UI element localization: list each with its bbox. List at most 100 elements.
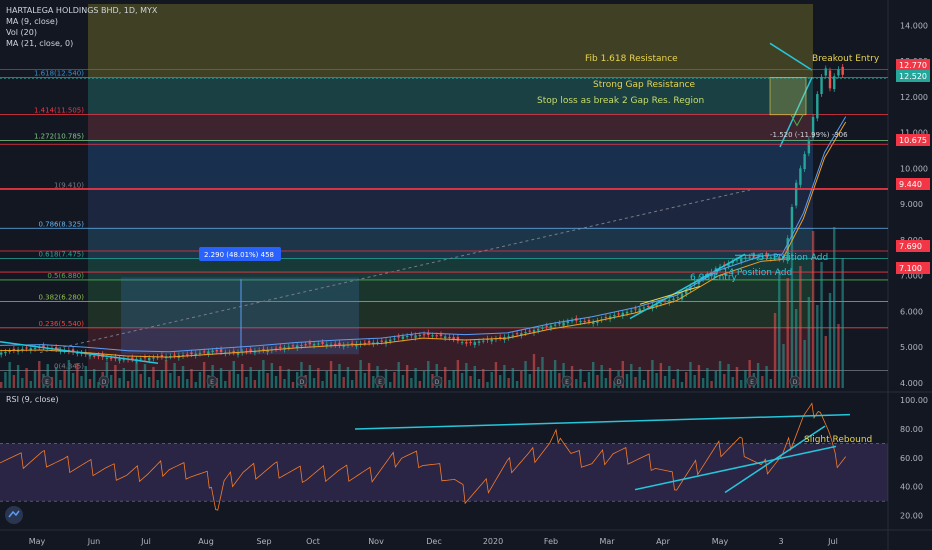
candle-body <box>515 333 519 335</box>
volume-bar <box>253 380 257 388</box>
volume-bar <box>0 382 3 388</box>
volume-bar <box>25 368 28 388</box>
candle-body <box>790 207 794 239</box>
candle-body <box>42 345 45 348</box>
candle-body <box>646 306 650 308</box>
candle-body <box>727 263 730 267</box>
volume-bar <box>308 365 312 388</box>
title-text: HARTALEGA HOLDINGS BHD, 1D, MYX <box>6 6 158 15</box>
candle-body <box>456 337 460 341</box>
volume-bar <box>401 375 405 388</box>
candle-body <box>414 335 417 338</box>
fib-zone <box>88 140 813 190</box>
volume-bar <box>710 381 713 388</box>
volume-bar <box>342 377 345 388</box>
candle-body <box>422 334 426 336</box>
price-tick-label: 4.000 <box>900 379 923 388</box>
volume-bar <box>12 375 16 388</box>
candle-body <box>811 116 815 138</box>
candle-body <box>54 347 58 350</box>
candle-body <box>528 330 531 332</box>
volume-bar <box>460 373 464 388</box>
volume-bar <box>8 362 11 388</box>
fib-label: 1.618(12.540) <box>34 70 84 78</box>
candle-body <box>587 319 591 322</box>
volume-bar <box>148 377 151 388</box>
volume-bar <box>456 360 460 388</box>
volume-bar <box>135 361 138 388</box>
candle-body <box>676 297 679 299</box>
volume-bar <box>334 374 337 388</box>
volume-bar <box>444 367 447 388</box>
volume-bar <box>498 375 502 388</box>
volume-bar <box>748 360 751 388</box>
volume-bar <box>118 378 121 388</box>
event-marker <box>431 375 443 387</box>
candle-body <box>350 343 354 345</box>
volume-bar <box>680 382 684 388</box>
fib-label: 0.382(6.280) <box>38 293 84 301</box>
volume-bar <box>562 363 565 388</box>
volume-bar <box>663 376 667 388</box>
volume-bar <box>511 368 515 388</box>
volume-bar <box>634 377 637 388</box>
volume-bar <box>811 231 815 388</box>
volume-bar <box>363 373 367 388</box>
volume-bar <box>418 381 422 388</box>
price-tick-label: 6.000 <box>900 307 923 316</box>
candle-body <box>748 256 751 258</box>
time-tick-label: May <box>712 537 729 546</box>
fib-label: 0.618(7.475) <box>38 251 84 259</box>
time-tick-label: Mar <box>599 537 615 546</box>
volume-bar <box>473 366 476 388</box>
fib-label: 1.272(10.785) <box>34 132 84 140</box>
candle-body <box>744 257 747 259</box>
event-marker-label: E <box>750 379 754 386</box>
event-marker <box>98 375 110 387</box>
event-marker <box>206 375 218 387</box>
candle-body <box>642 307 646 309</box>
volume-bar <box>452 370 455 388</box>
volume-bar <box>427 361 430 388</box>
candle-body <box>329 344 333 346</box>
candle-body <box>131 357 134 360</box>
rsi-tick-label: 80.00 <box>900 425 923 434</box>
volume-bar <box>372 376 375 388</box>
candle-body <box>439 334 443 337</box>
volume-bar <box>287 369 290 388</box>
rsi-trend-rebound <box>724 425 826 494</box>
candle-body <box>634 308 637 310</box>
candle-body <box>355 343 358 347</box>
volume-bar <box>524 361 527 388</box>
candle-body <box>397 336 400 338</box>
candle-body <box>448 337 451 339</box>
volume-bar <box>139 374 142 388</box>
candle-body <box>88 354 92 357</box>
candle-body <box>198 352 202 354</box>
candle-body <box>279 346 282 349</box>
candle-body <box>186 354 189 356</box>
candle-body <box>816 94 819 119</box>
candle-body <box>296 345 299 349</box>
candle-body <box>837 69 840 76</box>
candle-body <box>325 344 328 347</box>
candle-body <box>465 342 468 344</box>
volume-bar <box>469 376 472 388</box>
tradingview-logo[interactable] <box>5 506 23 524</box>
volume-bar <box>503 365 506 388</box>
candle-body <box>71 349 75 353</box>
candle-body <box>389 339 392 342</box>
volume-bar <box>608 368 612 388</box>
candle-body <box>507 336 510 338</box>
annotation-add-714: 7.14 Position Add <box>714 268 792 278</box>
candle-body <box>630 310 633 312</box>
volume-bar <box>355 370 358 388</box>
candle-body <box>511 335 515 337</box>
candle-body <box>308 342 312 345</box>
volume-bar <box>727 364 730 388</box>
volume-bar <box>659 363 663 388</box>
candle-body <box>207 351 210 355</box>
event-marker <box>561 375 573 387</box>
dashed-projection <box>39 189 751 353</box>
